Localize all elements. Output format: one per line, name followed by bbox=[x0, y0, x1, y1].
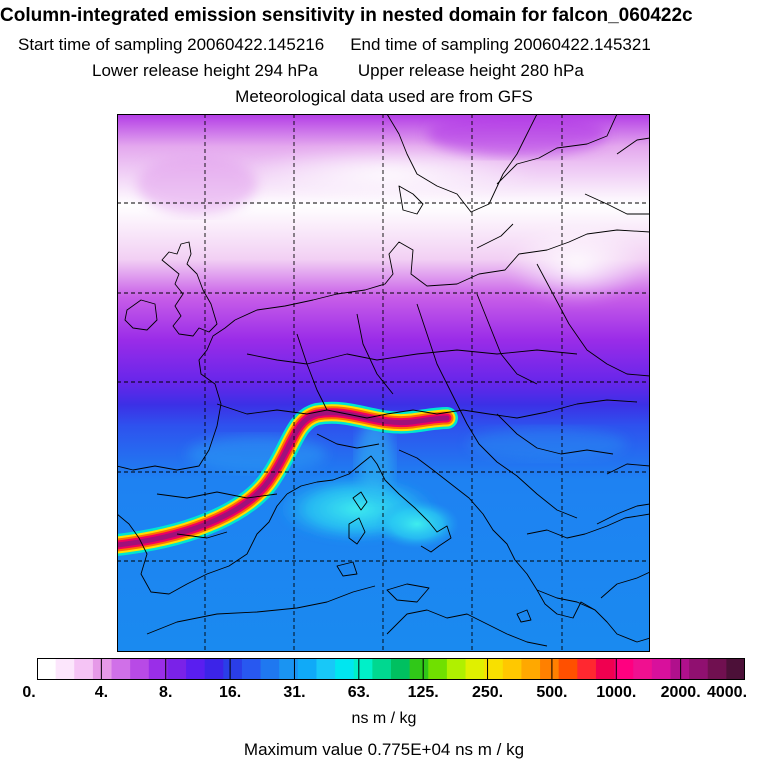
legend-color-cell bbox=[186, 658, 206, 680]
sampling-times: Start time of sampling 20060422.145216 En… bbox=[18, 36, 651, 53]
legend-color-cell bbox=[540, 658, 560, 680]
legend-color-cell bbox=[428, 658, 448, 680]
legend-color-cell bbox=[148, 658, 168, 680]
legend-tick-label: 500. bbox=[536, 684, 568, 701]
legend-tick-label: 63. bbox=[347, 684, 370, 701]
legend-tick-label: 4. bbox=[94, 684, 109, 701]
max-value-label: Maximum value 0.775E+04 ns m / kg bbox=[243, 740, 525, 759]
upper-release-label: Upper release height 280 hPa bbox=[357, 61, 584, 80]
legend-color-cell bbox=[633, 658, 653, 680]
coastlines bbox=[117, 114, 650, 647]
legend-color-cell bbox=[521, 658, 541, 680]
legend-color-cell bbox=[167, 658, 187, 680]
met-data-label: Meteorological data used are from GFS bbox=[235, 87, 533, 106]
legend-color-cell bbox=[111, 658, 131, 680]
legend-tick-label: 2000. bbox=[660, 684, 701, 701]
legend-color-cell bbox=[409, 658, 429, 680]
legend-color-cell bbox=[55, 658, 75, 680]
legend-tick-label: 0. bbox=[22, 684, 36, 701]
legend-color-cell bbox=[335, 658, 355, 680]
legend-tick-label: 4000. bbox=[706, 684, 748, 701]
legend-color-cell bbox=[204, 658, 224, 680]
plume-trajectory bbox=[117, 401, 458, 556]
legend-color-cell bbox=[558, 658, 578, 680]
legend-color-cell bbox=[316, 658, 336, 680]
legend-color-cell bbox=[670, 658, 690, 680]
legend-color-cell bbox=[241, 658, 262, 680]
legend-color-cell bbox=[92, 658, 113, 680]
graticule bbox=[117, 114, 650, 652]
legend-color-cell bbox=[223, 658, 243, 680]
legend-color-cell bbox=[446, 658, 467, 680]
legend-tick-label: 31. bbox=[283, 684, 306, 701]
legend-color-cell bbox=[297, 658, 317, 680]
legend-tick-label: 16. bbox=[218, 684, 242, 701]
legend-color-cell bbox=[577, 658, 597, 680]
legend-color-cell bbox=[260, 658, 280, 680]
legend-tick-label: 1000. bbox=[596, 684, 637, 701]
legend-color-cell bbox=[279, 658, 299, 680]
legend-tick-label: 8. bbox=[159, 684, 173, 701]
legend-tick-label: 250. bbox=[471, 684, 504, 701]
legend-color-cell bbox=[465, 658, 485, 680]
legend-color-cell bbox=[502, 658, 522, 680]
legend-tick-labels: 0. 4. 8. 16. 31. 63. 125. 250. 500. 1000. 2000. 400… bbox=[0, 684, 768, 704]
legend-color-cell bbox=[484, 658, 504, 680]
legend-color-cell bbox=[707, 658, 727, 680]
lower-release-label: Lower release height 294 hPa bbox=[92, 61, 318, 80]
legend-colorbar bbox=[37, 658, 745, 680]
legend-color-cell bbox=[353, 658, 373, 680]
legend-color-cell bbox=[726, 658, 745, 680]
legend-color-cell bbox=[372, 658, 392, 680]
legend-color-cell bbox=[595, 658, 616, 680]
legend-outline bbox=[37, 658, 745, 680]
legend-tick-label: 125. bbox=[407, 684, 439, 701]
map-title: Column-integrated emission sensitivity i… bbox=[0, 5, 693, 26]
legend-color-cell bbox=[37, 658, 57, 680]
legend-color-cell bbox=[74, 658, 94, 680]
legend-color-cell bbox=[130, 658, 150, 680]
legend-color-cell bbox=[689, 658, 709, 680]
legend-color-cell bbox=[391, 658, 411, 680]
legend-units: ns m / kg bbox=[351, 710, 417, 727]
legend-color-cell bbox=[651, 658, 671, 680]
end-time-label: End time of sampling 20060422.145321 bbox=[350, 35, 651, 54]
release-heights: Lower release height 294 hPa Upper releas… bbox=[92, 62, 584, 79]
legend-color-cell bbox=[614, 658, 634, 680]
sensitivity-map bbox=[117, 114, 650, 652]
start-time-label: Start time of sampling 20060422.145216 bbox=[18, 35, 325, 54]
